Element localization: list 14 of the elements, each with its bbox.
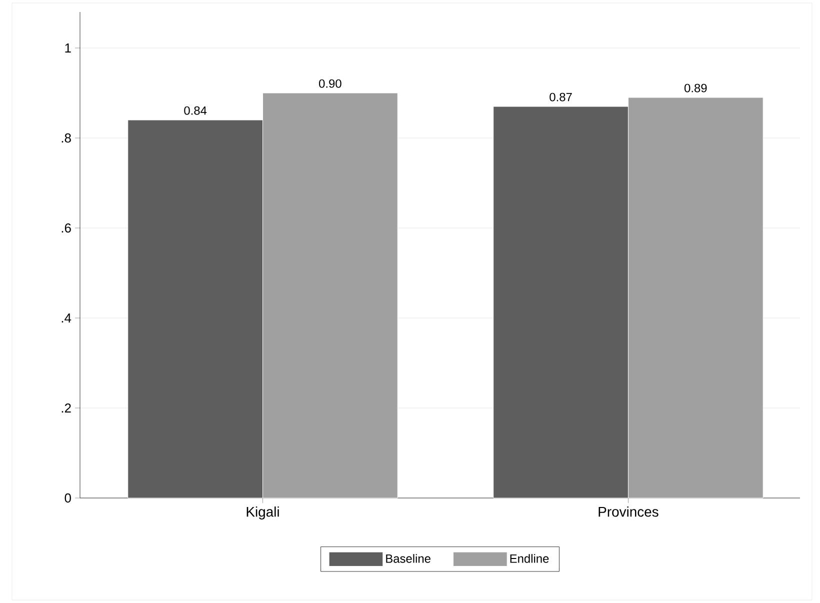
- data-label: 0.89: [684, 84, 707, 92]
- y-tick-label: 0: [64, 493, 71, 503]
- data-label: 0.87: [550, 92, 572, 102]
- y-tick-label: .2: [62, 403, 71, 413]
- y-tick-label: 1: [65, 44, 71, 52]
- legend-label: Endline: [510, 554, 549, 563]
- y-tick-label: .4: [62, 314, 72, 322]
- x-tick-label: Provinces: [598, 506, 658, 517]
- data-label: 0.84: [184, 106, 207, 115]
- legend-label: Baseline: [386, 554, 430, 563]
- data-label: 0.90: [319, 79, 342, 88]
- x-tick-label: Kigali: [246, 506, 279, 520]
- y-tick-label: .6: [62, 223, 71, 233]
- y-tick-label: .8: [62, 133, 71, 143]
